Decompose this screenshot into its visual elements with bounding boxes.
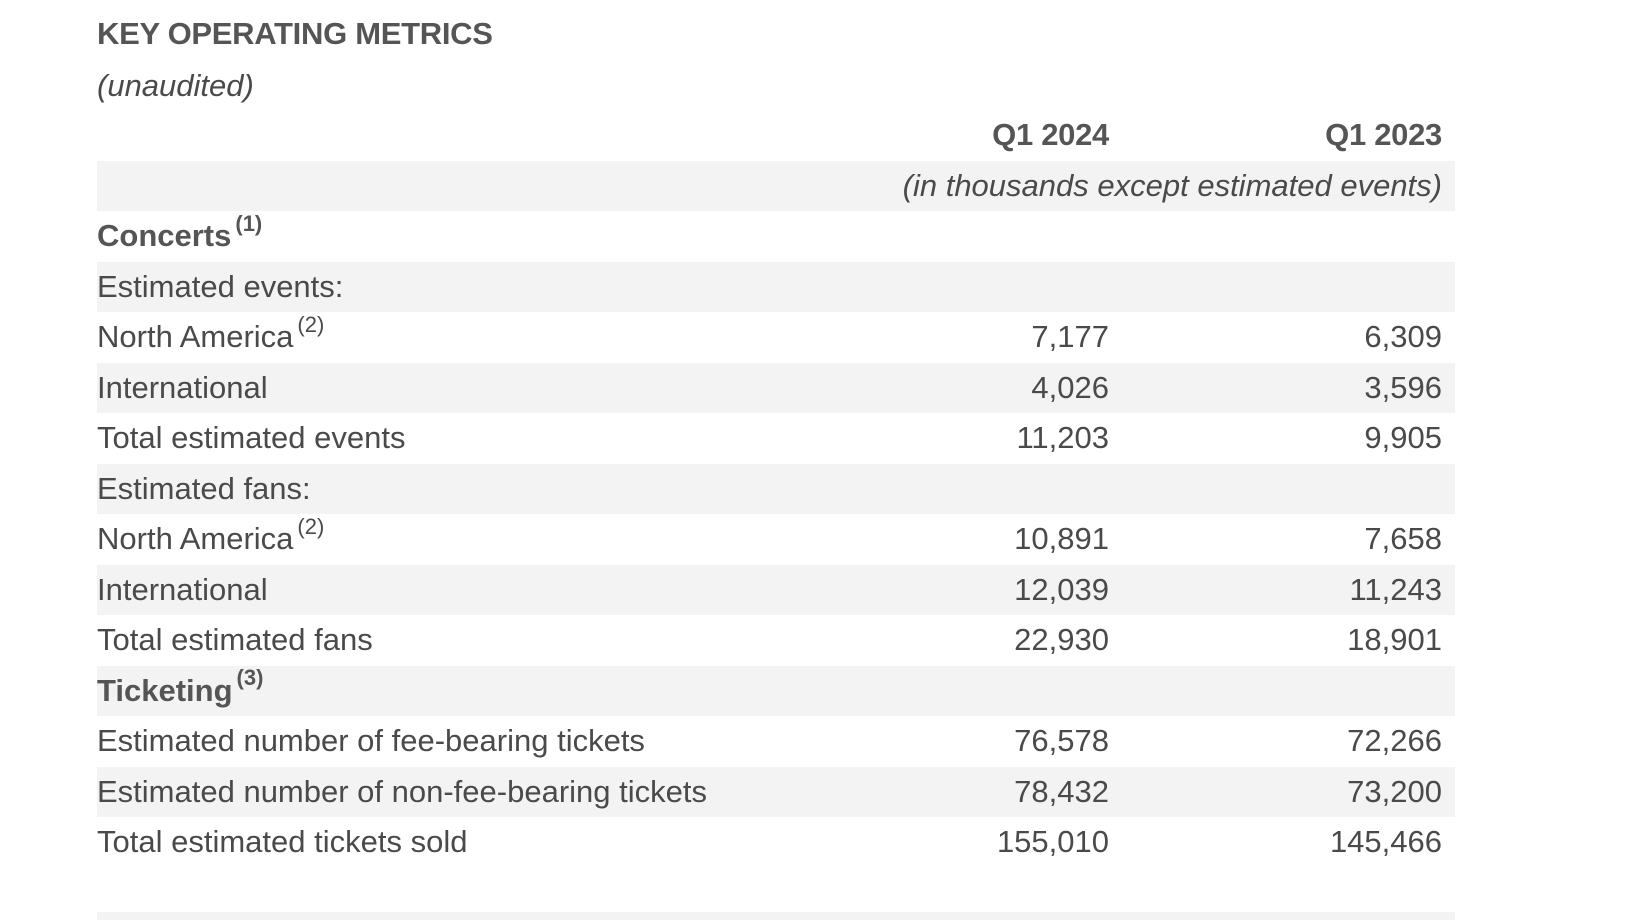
row-label: Ticketing (3): [97, 666, 263, 717]
column-header-q1-2023: Q1 2023: [1325, 117, 1442, 152]
row-label: International: [97, 369, 268, 405]
column-header-q1-2024: Q1 2024: [992, 117, 1109, 152]
table-row: Total estimated events 11,203 9,905: [97, 413, 1455, 464]
value-q1-2024: 4,026: [1031, 369, 1109, 405]
row-label: North America (2): [97, 312, 324, 363]
row-label: Estimated number of fee-bearing tickets: [97, 723, 645, 758]
footnote-marker: (1): [235, 210, 263, 236]
page-subtitle: (unaudited): [97, 68, 254, 103]
column-header-row: Q1 2024 Q1 2023: [97, 110, 1455, 161]
value-q1-2024: 155,010: [996, 824, 1109, 859]
value-q1-2023: 3,596: [1364, 369, 1442, 405]
value-q1-2024: 7,177: [1031, 319, 1109, 354]
value-q1-2023: 73,200: [1347, 773, 1442, 809]
table-bottom-band: [97, 912, 1455, 920]
value-q1-2024: 11,203: [1016, 420, 1109, 455]
value-q1-2024: 22,930: [1014, 622, 1109, 657]
value-q1-2023: 9,905: [1364, 420, 1442, 455]
units-row: (in thousands except estimated events): [97, 160, 1455, 211]
table-row: Estimated number of non-fee-bearing tick…: [97, 766, 1455, 817]
value-q1-2023: 11,243: [1349, 571, 1442, 607]
table-row: International 12,039 11,243: [97, 564, 1455, 615]
row-label: Total estimated events: [97, 420, 406, 455]
value-q1-2023: 145,466: [1329, 824, 1442, 859]
row-label-text: North America: [97, 521, 294, 556]
value-q1-2024: 12,039: [1014, 571, 1109, 607]
units-note: (in thousands except estimated events): [902, 167, 1442, 203]
section-title: Concerts: [97, 218, 232, 253]
table-row: Estimated number of fee-bearing tickets …: [97, 716, 1455, 767]
value-q1-2023: 6,309: [1364, 319, 1442, 354]
row-label: International: [97, 571, 268, 607]
row-label: Estimated fans:: [97, 470, 311, 506]
value-q1-2023: 72,266: [1347, 723, 1442, 758]
section-title: Ticketing: [97, 672, 233, 708]
row-label: Total estimated tickets sold: [97, 824, 468, 859]
footnote-marker: (3): [236, 665, 264, 691]
row-label: Estimated number of non-fee-bearing tick…: [97, 773, 707, 809]
subheader-estimated-events: Estimated events:: [97, 261, 1455, 312]
value-q1-2024: 10,891: [1014, 521, 1109, 556]
page-title: KEY OPERATING METRICS: [97, 16, 493, 51]
row-label: Total estimated fans: [97, 622, 373, 657]
footnote-marker: (2): [297, 513, 325, 539]
row-label: Concerts (1): [97, 211, 262, 262]
footnote-marker: (2): [297, 311, 325, 337]
subheader-estimated-fans: Estimated fans:: [97, 463, 1455, 514]
section-header-ticketing: Ticketing (3): [97, 665, 1455, 717]
section-header-concerts: Concerts (1): [97, 211, 1455, 262]
value-q1-2024: 76,578: [1014, 723, 1109, 758]
row-label-text: North America: [97, 319, 294, 354]
table-row: North America (2) 10,891 7,658: [97, 514, 1455, 565]
value-q1-2024: 78,432: [1014, 773, 1109, 809]
value-q1-2023: 18,901: [1347, 622, 1442, 657]
row-label: North America (2): [97, 514, 324, 565]
table-row: Total estimated tickets sold 155,010 145…: [97, 817, 1455, 868]
table-row: Total estimated fans 22,930 18,901: [97, 615, 1455, 666]
row-label: Estimated events:: [97, 268, 344, 304]
table-row: International 4,026 3,596: [97, 362, 1455, 413]
table-row: North America (2) 7,177 6,309: [97, 312, 1455, 363]
metrics-table: Q1 2024 Q1 2023 (in thousands except est…: [97, 110, 1455, 868]
value-q1-2023: 7,658: [1364, 521, 1442, 556]
